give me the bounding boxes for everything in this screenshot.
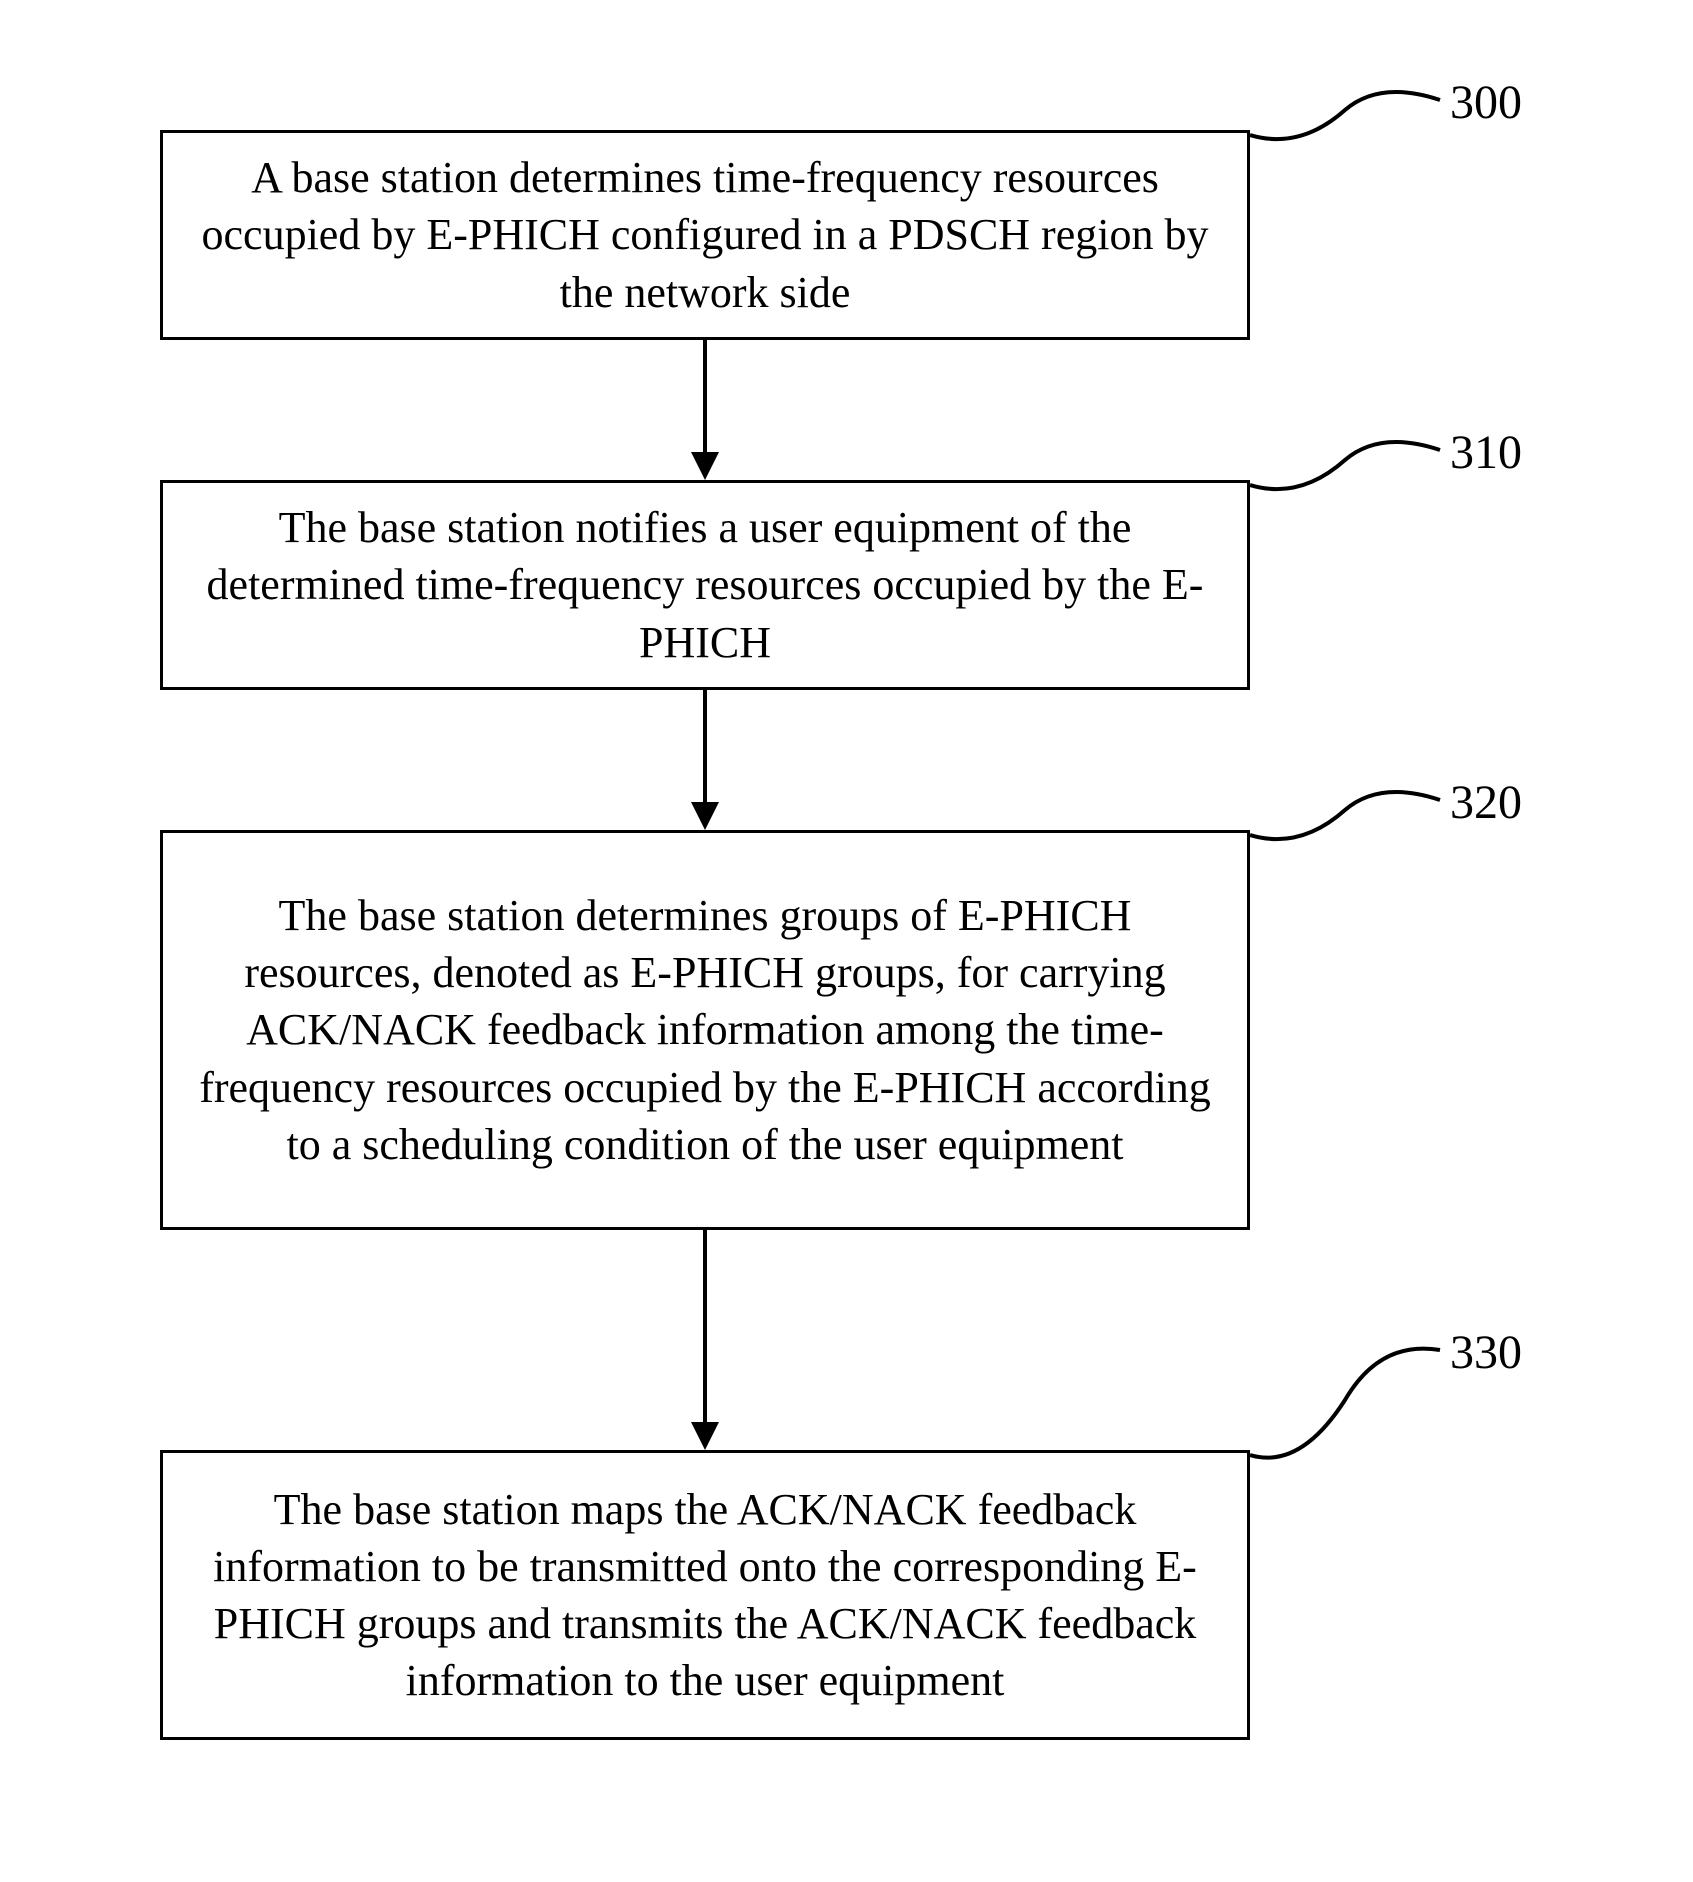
box-330-text: The base station maps the ACK/NACK feedb… bbox=[193, 1481, 1217, 1710]
arrow-310-320 bbox=[703, 690, 707, 802]
arrow-320-330 bbox=[703, 1230, 707, 1422]
arrow-300-310 bbox=[703, 340, 707, 452]
flowchart-box-320: The base station determines groups of E-… bbox=[160, 830, 1250, 1230]
flowchart-box-300: A base station determines time-frequency… bbox=[160, 130, 1250, 340]
label-330: 330 bbox=[1450, 1325, 1522, 1380]
curve-310 bbox=[1250, 420, 1450, 510]
arrow-head-310-320 bbox=[691, 802, 719, 830]
box-320-text: The base station determines groups of E-… bbox=[193, 887, 1217, 1173]
flowchart-box-330: The base station maps the ACK/NACK feedb… bbox=[160, 1450, 1250, 1740]
curve-330 bbox=[1250, 1320, 1450, 1480]
curve-320 bbox=[1250, 770, 1450, 860]
label-320: 320 bbox=[1450, 775, 1522, 830]
arrow-head-300-310 bbox=[691, 452, 719, 480]
flowchart-box-310: The base station notifies a user equipme… bbox=[160, 480, 1250, 690]
flowchart-container: A base station determines time-frequency… bbox=[0, 0, 1693, 1882]
label-310: 310 bbox=[1450, 425, 1522, 480]
arrow-head-320-330 bbox=[691, 1422, 719, 1450]
label-300: 300 bbox=[1450, 75, 1522, 130]
box-300-text: A base station determines time-frequency… bbox=[193, 149, 1217, 321]
box-310-text: The base station notifies a user equipme… bbox=[193, 499, 1217, 671]
curve-300 bbox=[1250, 70, 1450, 160]
